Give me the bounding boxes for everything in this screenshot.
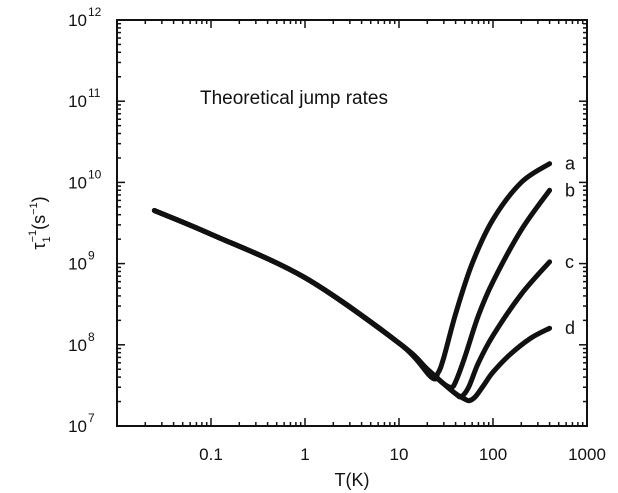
series-label-a: a [565, 154, 576, 174]
y-axis-title: τ1−1(s−1) [27, 196, 53, 249]
y-tick-label-base: 10 [68, 92, 87, 111]
y-tick-label-exponent: 7 [88, 411, 95, 425]
x-tick-label: 1 [300, 445, 309, 464]
y-tick-label-base: 10 [68, 336, 87, 355]
series-labels: ab c d [565, 154, 576, 339]
y-axis-title-exponent: −1 [27, 230, 39, 243]
series-line-d [151, 208, 553, 404]
y-tick-label: 10 [68, 417, 87, 436]
x-tick-label: 10 [390, 445, 409, 464]
x-tick-label: 0.1 [199, 445, 223, 464]
series-line-a [151, 161, 553, 382]
y-tick-label-exponent: 11 [88, 86, 101, 100]
y-tick-label-base: 10 [68, 255, 87, 274]
y-tick-label-exponent: 8 [88, 330, 95, 344]
y-axis-title-unit-open: (s [29, 215, 49, 230]
series-label-b: b [565, 180, 575, 200]
y-tick-label-base: 10 [68, 173, 87, 192]
y-tick-label-base: 10 [68, 417, 87, 436]
x-axis-title: T(K) [335, 470, 370, 490]
y-tick-label: 10 [68, 255, 87, 274]
series-label-d: d [565, 318, 575, 338]
y-tick-label: 10 [68, 336, 87, 355]
y-tick-label-exponent: 9 [88, 249, 95, 263]
y-axis-title-unit-close: ) [29, 196, 49, 202]
x-tick-label: 100 [479, 445, 507, 464]
y-tick-label: 10 [68, 92, 87, 111]
plot-frame [116, 19, 588, 427]
x-tick-label: 1000 [568, 445, 606, 464]
series-lines [151, 161, 553, 404]
axis-ticks [116, 20, 587, 427]
series-line-c [151, 208, 553, 400]
annotation-theoretical-jump-rates: Theoretical jump rates [200, 88, 388, 109]
series-label-c: c [565, 252, 574, 272]
y-tick-label-base: 10 [68, 11, 87, 30]
y-tick-label-exponent: 10 [88, 167, 102, 181]
y-tick-label: 10 [68, 11, 87, 30]
y-tick-label: 10 [68, 173, 87, 192]
y-axis-title-unit-exponent: −1 [28, 202, 40, 215]
y-axis-title-subscript: 1 [41, 236, 53, 242]
y-tick-label-exponent: 12 [88, 5, 102, 19]
y-axis-title-symbol: τ [29, 243, 49, 250]
